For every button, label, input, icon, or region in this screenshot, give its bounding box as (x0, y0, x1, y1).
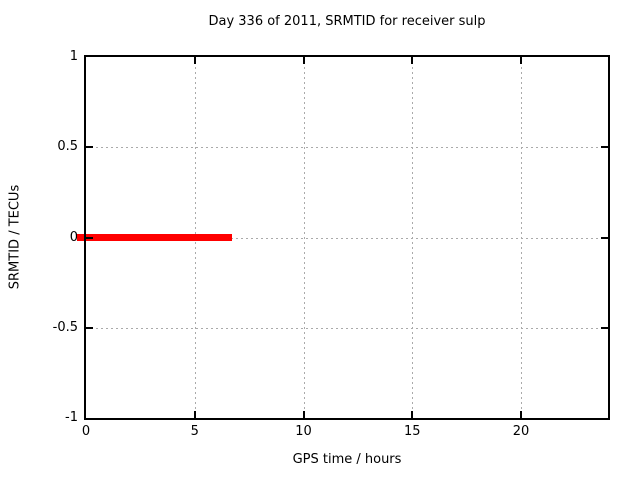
y-tick-label: 0 (69, 229, 78, 245)
x-tick-top (520, 57, 522, 64)
y-tick-left (86, 146, 93, 149)
series-srmtid-line (86, 234, 232, 241)
y-tick-label: -1 (65, 410, 78, 426)
y-tick-right (601, 236, 608, 239)
x-tick-bottom (411, 411, 414, 418)
x-tick-top (411, 57, 414, 64)
x-tick-label: 0 (81, 424, 91, 439)
plot-border (84, 55, 610, 420)
series-srmtid-start-cap (77, 234, 84, 241)
y-gridline (86, 147, 608, 149)
x-tick-bottom (302, 411, 305, 418)
x-tick-label: 5 (190, 424, 199, 439)
x-tick-bottom (520, 411, 522, 418)
y-tick-left (86, 326, 93, 329)
y-tick-left (86, 236, 93, 239)
x-axis-title: GPS time / hours (292, 452, 402, 467)
y-tick-label: -0.5 (52, 319, 78, 335)
x-tick-top (193, 57, 196, 64)
y-gridline (86, 327, 608, 329)
x-tick-top (302, 57, 305, 64)
y-tick-label: 0.5 (57, 139, 78, 155)
y-tick-label: 1 (69, 49, 78, 65)
y-tick-right (601, 146, 608, 149)
x-tick-label: 20 (512, 424, 530, 439)
x-tick-bottom (193, 411, 196, 418)
y-gridline (86, 237, 608, 239)
x-tick-label: 15 (403, 424, 421, 439)
x-tick-label: 10 (295, 424, 312, 439)
plot-area (77, 55, 610, 420)
chart-title: Day 336 of 2011, SRMTID for receiver sul… (208, 14, 486, 29)
y-tick-right (601, 326, 608, 329)
